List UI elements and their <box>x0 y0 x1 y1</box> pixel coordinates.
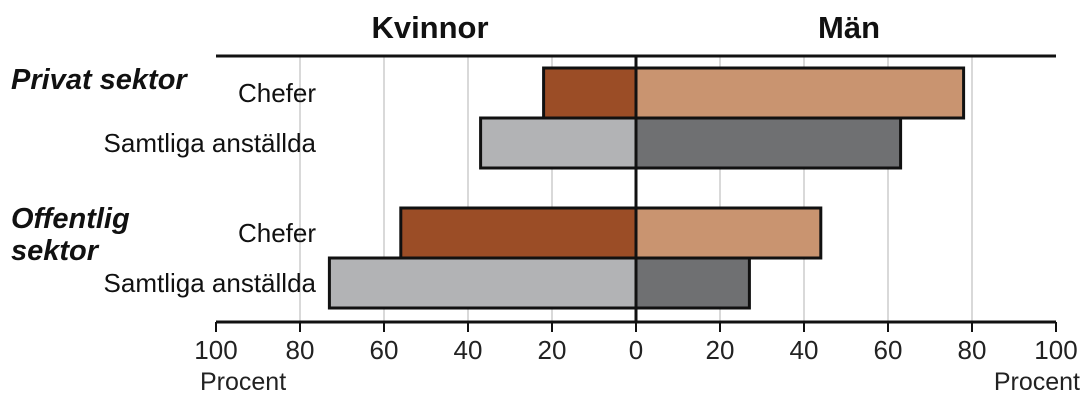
bar-man <box>634 256 751 310</box>
bar-man <box>634 116 903 170</box>
tick-label: 20 <box>538 335 567 365</box>
bar-man <box>634 206 823 260</box>
tick-label: 0 <box>629 335 643 365</box>
tick-label: 20 <box>706 335 735 365</box>
row-label: Samtliga anställda <box>104 268 317 298</box>
bar-kvinnor <box>399 206 638 260</box>
bar-kvinnor <box>542 66 638 120</box>
x-unit-label-left: Procent <box>200 368 286 396</box>
tick-label: 80 <box>286 335 315 365</box>
axes <box>215 54 1057 332</box>
header-kvinnor: Kvinnor <box>371 10 488 45</box>
labels: Chefer Samtliga anställda Privat sektor Che… <box>11 10 1080 396</box>
sector-label: Offentlig <box>11 203 130 235</box>
row-label: Chefer <box>238 78 316 108</box>
header-man: Män <box>818 10 880 45</box>
tick-label: 80 <box>958 335 987 365</box>
x-unit-label-right: Procent <box>994 368 1080 396</box>
bar-kvinnor <box>479 116 638 170</box>
tick-label: 60 <box>370 335 399 365</box>
bar-kvinnor <box>327 256 638 310</box>
tick-label: 40 <box>790 335 819 365</box>
tick-label: 100 <box>1034 335 1077 365</box>
tick-label: 100 <box>194 335 237 365</box>
sector-label: sektor <box>11 235 100 267</box>
tick-label: 60 <box>874 335 903 365</box>
bar-man <box>634 66 966 120</box>
row-label: Chefer <box>238 218 316 248</box>
tick-label: 40 <box>454 335 483 365</box>
row-label: Samtliga anställda <box>104 128 317 158</box>
sector-label: Privat sektor <box>11 64 188 96</box>
bars <box>327 66 966 310</box>
